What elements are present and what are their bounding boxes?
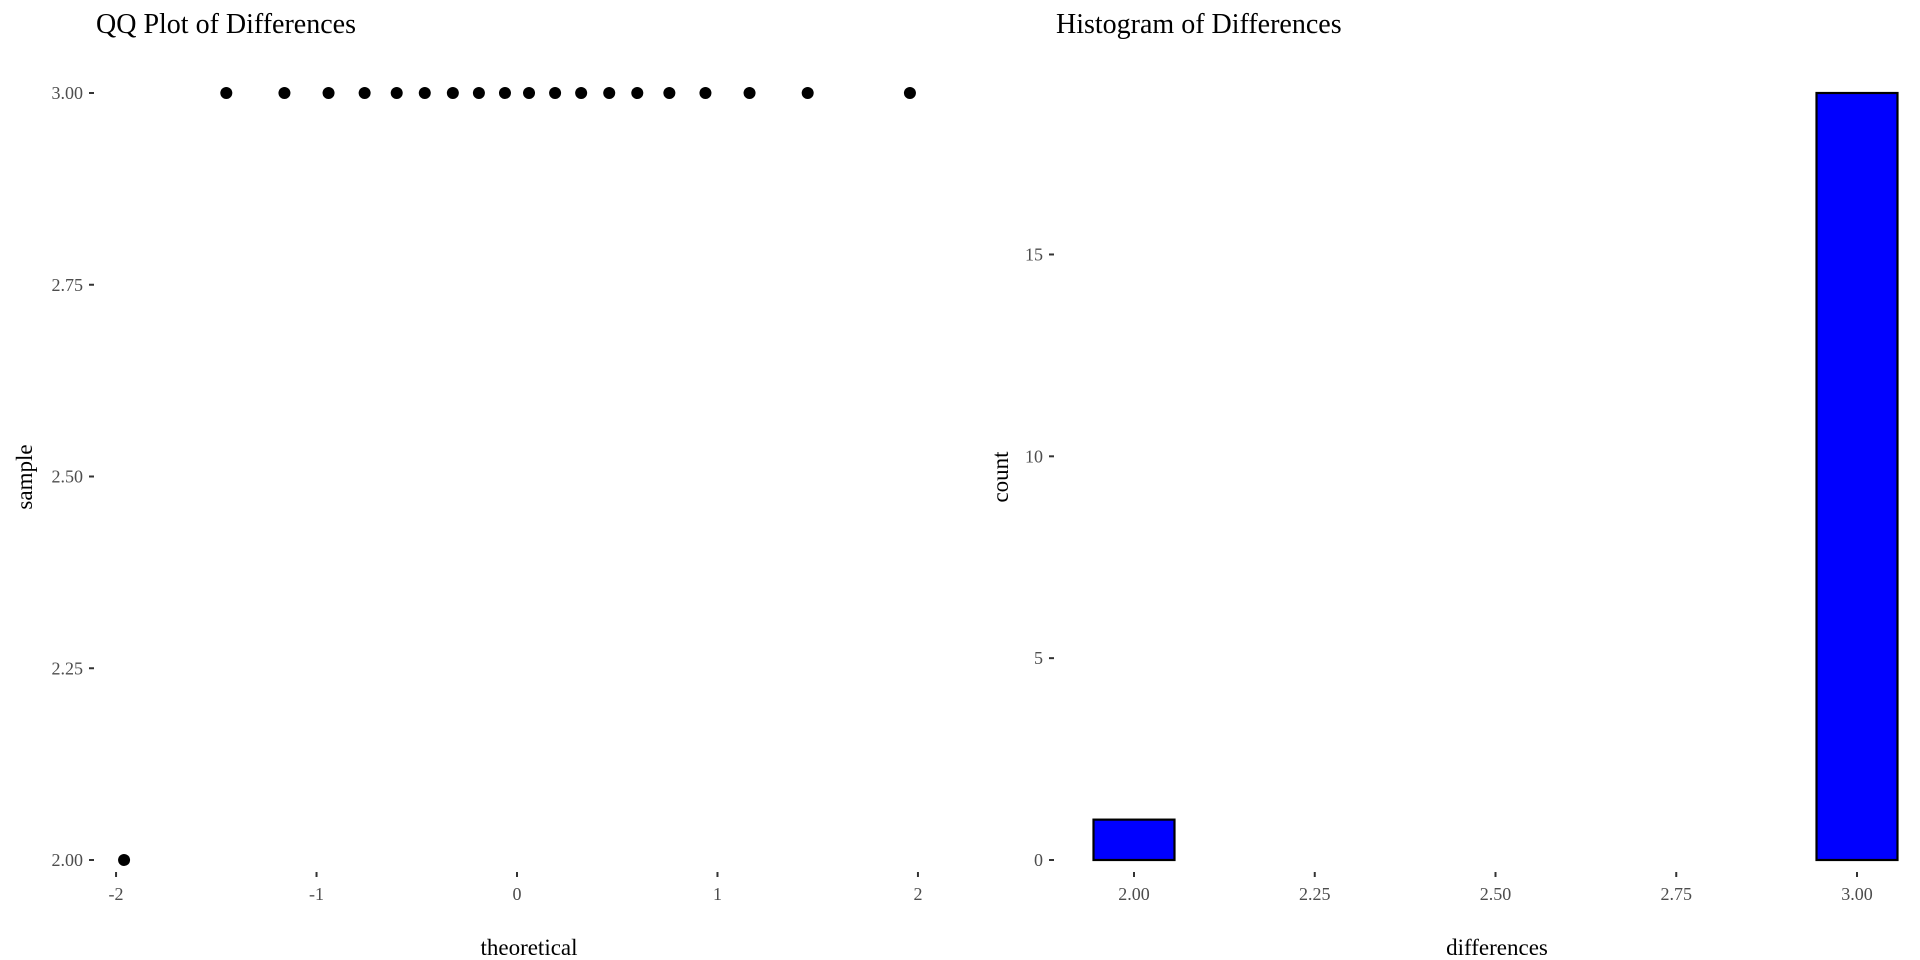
qq-point bbox=[575, 87, 588, 99]
qq-y-tick-label: 2.25 bbox=[52, 658, 84, 678]
qq-point bbox=[358, 87, 371, 99]
qq-point bbox=[278, 87, 291, 99]
histogram-x-tick-label: 2.00 bbox=[1118, 884, 1150, 904]
histogram-y-tick-label: 15 bbox=[1025, 244, 1043, 264]
qq-point bbox=[801, 87, 814, 99]
histogram-x-axis-title: differences bbox=[1446, 935, 1548, 960]
qq-point bbox=[631, 87, 644, 99]
qq-point bbox=[498, 87, 511, 99]
histogram-x-tick-label: 2.50 bbox=[1480, 884, 1512, 904]
qq-point bbox=[663, 87, 676, 99]
qq-point bbox=[549, 87, 562, 99]
qq-point bbox=[699, 87, 712, 99]
qq-point bbox=[118, 854, 131, 866]
histogram-bar bbox=[1815, 91, 1899, 862]
qq-point bbox=[903, 87, 916, 99]
histogram-x-tick-label: 3.00 bbox=[1841, 884, 1873, 904]
qq-x-tick-label: 2 bbox=[913, 884, 922, 904]
qq-y-tick-label: 2.50 bbox=[52, 467, 84, 487]
qq-y-axis: 2.00 2.25 2.50 2.75 3.00 bbox=[52, 83, 94, 870]
qq-x-tick-label: -1 bbox=[309, 884, 324, 904]
qq-point bbox=[220, 87, 233, 99]
histogram-x-tick-label: 2.75 bbox=[1661, 884, 1693, 904]
qq-point bbox=[603, 87, 616, 99]
qq-plot-title: QQ Plot of Differences bbox=[96, 9, 356, 40]
histogram-bars bbox=[1092, 91, 1899, 862]
qq-point bbox=[446, 87, 459, 99]
qq-point bbox=[523, 87, 536, 99]
histogram-x-axis: 2.00 2.25 2.50 2.75 3.00 bbox=[1118, 872, 1873, 904]
histogram-y-tick-label: 0 bbox=[1034, 850, 1043, 870]
qq-y-tick-label: 3.00 bbox=[52, 83, 84, 103]
qq-y-axis-title: sample bbox=[12, 444, 37, 509]
histogram-x-tick-label: 2.25 bbox=[1299, 884, 1331, 904]
qq-y-tick-label: 2.75 bbox=[52, 275, 84, 295]
histogram-y-axis-title: count bbox=[988, 451, 1013, 503]
histogram-y-tick-label: 10 bbox=[1025, 446, 1043, 466]
histogram-y-axis: 0 5 10 15 bbox=[1025, 244, 1054, 870]
qq-x-tick-label: -2 bbox=[109, 884, 124, 904]
qq-point bbox=[390, 87, 403, 99]
histogram-bar bbox=[1092, 818, 1176, 862]
qq-x-axis-title: theoretical bbox=[480, 935, 577, 960]
qq-x-tick-label: 0 bbox=[513, 884, 522, 904]
qq-point bbox=[322, 87, 335, 99]
histogram-y-tick-label: 5 bbox=[1034, 648, 1043, 668]
qq-point bbox=[743, 87, 756, 99]
qq-y-tick-label: 2.00 bbox=[52, 850, 84, 870]
qq-x-axis: -2 -1 0 1 2 bbox=[109, 872, 922, 904]
histogram-panel: Histogram of Differences 0 5 10 15 2.00 2.25… bbox=[988, 9, 1899, 960]
qq-point bbox=[418, 87, 431, 99]
qq-points bbox=[118, 87, 916, 866]
qq-x-tick-label: 1 bbox=[713, 884, 722, 904]
histogram-title: Histogram of Differences bbox=[1056, 9, 1342, 40]
qq-point bbox=[472, 87, 485, 99]
qq-plot-panel: QQ Plot of Differences 2.00 2.25 2.50 2.75 3… bbox=[12, 9, 922, 960]
